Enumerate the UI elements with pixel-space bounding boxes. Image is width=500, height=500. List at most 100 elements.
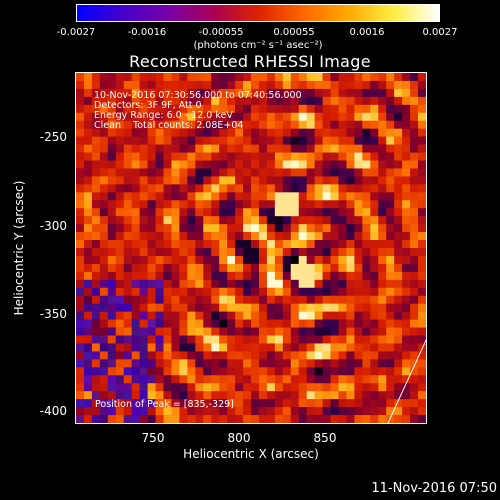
image-pixel — [235, 112, 244, 122]
image-pixel — [306, 88, 315, 98]
image-pixel — [354, 192, 363, 201]
image-pixel — [243, 367, 252, 376]
colorbar-tick: 0.0027 — [422, 27, 458, 38]
colorbar-tick: 0.00055 — [273, 27, 315, 38]
image-pixel — [179, 295, 188, 304]
image-pixel — [163, 192, 172, 201]
image-pixel — [306, 375, 315, 384]
image-pixel — [410, 192, 419, 201]
image-pixel — [179, 351, 188, 360]
image-pixel — [219, 367, 228, 376]
image-pixel — [83, 73, 93, 82]
image-pixel — [99, 375, 109, 384]
image-pixel — [203, 216, 212, 225]
image-pixel — [131, 263, 140, 273]
image-pixel — [83, 152, 93, 161]
image-pixel — [298, 184, 307, 193]
image-pixel — [282, 120, 292, 129]
image-pixel — [251, 335, 260, 344]
image-pixel — [274, 391, 284, 400]
image-pixel — [76, 263, 85, 273]
image-pixel — [306, 120, 315, 129]
image-pixel — [171, 208, 180, 217]
image-pixel — [243, 399, 252, 408]
image-pixel — [290, 192, 300, 201]
image-pixel — [227, 295, 236, 304]
image-pixel — [290, 136, 300, 145]
image-pixel — [99, 184, 109, 193]
image-pixel — [258, 200, 268, 209]
image-pixel — [282, 407, 292, 416]
image-pixel — [251, 200, 260, 209]
image-pixel — [362, 88, 371, 98]
image-pixel — [314, 327, 323, 336]
image-pixel — [290, 80, 300, 90]
image-pixel — [171, 192, 180, 201]
image-pixel — [402, 343, 411, 352]
colorbar-gradient — [77, 5, 439, 21]
image-pixel — [131, 248, 140, 257]
image-pixel — [227, 96, 236, 106]
image-pixel — [266, 351, 276, 360]
image-pixel — [394, 327, 403, 336]
image-pixel — [386, 176, 395, 185]
image-pixel — [115, 160, 125, 169]
image-pixel — [99, 399, 109, 408]
image-pixel — [330, 88, 339, 98]
image-pixel — [107, 415, 117, 423]
image-pixel — [187, 112, 196, 122]
image-pixel — [290, 375, 300, 384]
image-pixel — [290, 351, 300, 360]
image-pixel — [266, 152, 276, 161]
image-pixel — [187, 136, 196, 145]
image-pixel — [394, 248, 403, 257]
image-pixel — [354, 391, 363, 400]
image-pixel — [171, 367, 180, 376]
image-pixel — [258, 359, 268, 368]
image-pixel — [243, 295, 252, 304]
image-pixel — [370, 168, 379, 177]
image-pixel — [107, 303, 117, 312]
image-pixel — [147, 152, 156, 161]
image-pixel — [243, 232, 252, 241]
image-pixel — [266, 407, 276, 416]
image-pixel — [378, 367, 387, 376]
image-pixel — [314, 248, 323, 257]
image-pixel — [338, 399, 347, 408]
image-pixel — [243, 152, 252, 161]
image-pixel — [179, 144, 188, 153]
image-pixel — [298, 375, 307, 384]
image-pixel — [274, 208, 284, 217]
image-pixel — [362, 287, 371, 297]
image-pixel — [362, 144, 371, 153]
image-pixel — [338, 96, 347, 106]
image-pixel — [83, 263, 93, 273]
image-pixel — [386, 327, 395, 336]
image-pixel — [298, 319, 307, 328]
x-tick-label: 850 — [313, 431, 337, 445]
image-pixel — [370, 295, 379, 304]
image-pixel — [155, 295, 164, 304]
image-pixel — [147, 271, 156, 281]
image-pixel — [243, 319, 252, 328]
image-pixel — [107, 240, 117, 249]
image-pixel — [99, 287, 109, 297]
image-pixel — [338, 383, 347, 392]
image-pixel — [370, 311, 379, 320]
image-pixel — [187, 152, 196, 161]
image-pixel — [370, 120, 379, 129]
image-pixel — [219, 327, 228, 336]
image-pixel — [131, 407, 140, 416]
image-pixel — [370, 224, 379, 233]
image-pixel — [123, 232, 132, 241]
image-pixel — [258, 407, 268, 416]
image-pixel — [139, 224, 148, 233]
image-pixel — [298, 104, 307, 114]
image-pixel — [187, 144, 196, 153]
image-pixel — [330, 120, 339, 129]
image-pixel — [410, 88, 419, 98]
image-pixel — [330, 271, 339, 281]
image-pixel — [290, 216, 300, 225]
image-pixel — [258, 367, 268, 376]
image-pixel — [203, 407, 212, 416]
